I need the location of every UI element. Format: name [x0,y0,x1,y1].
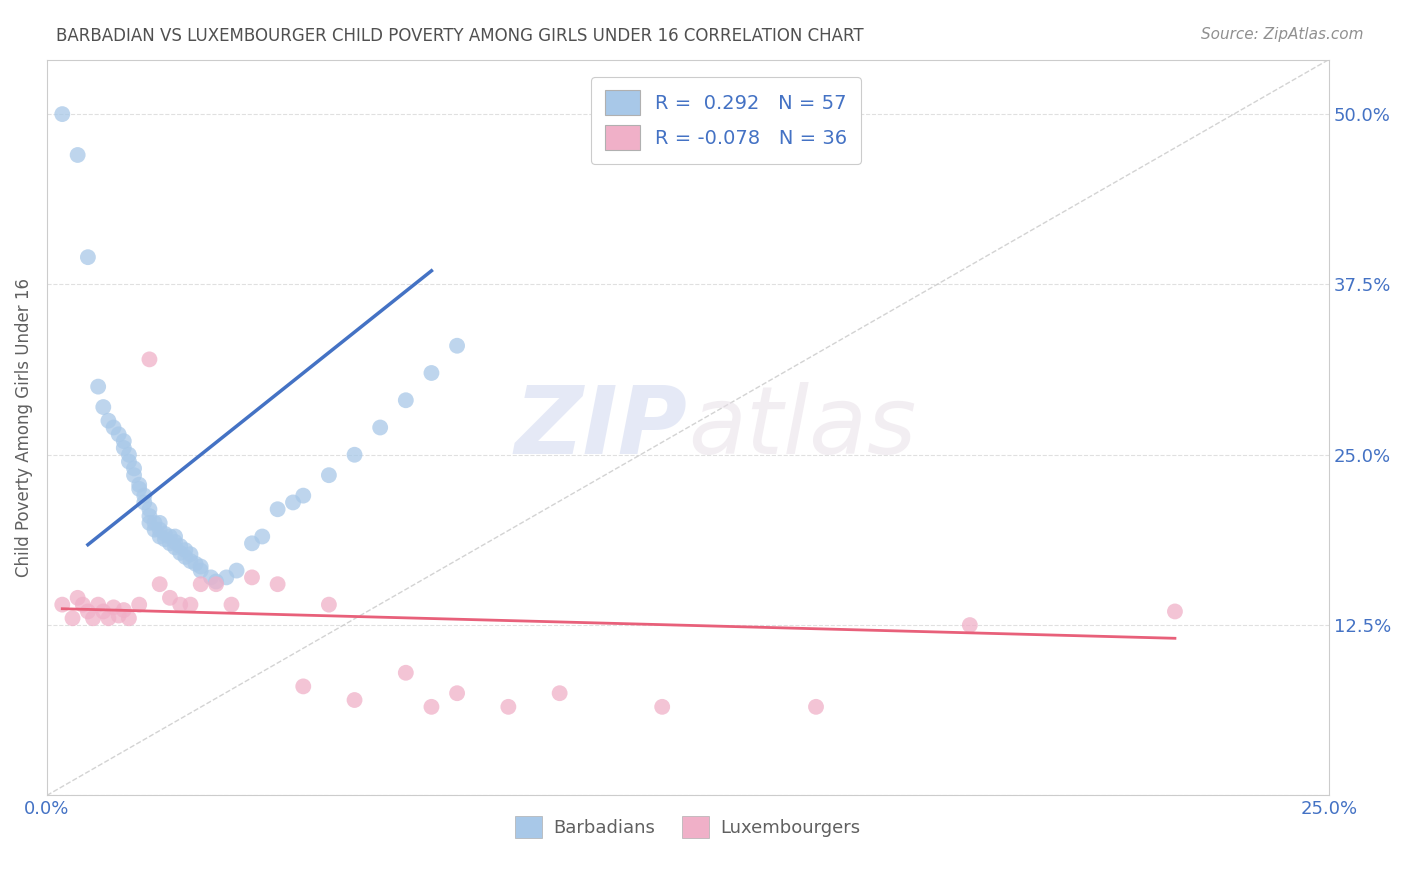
Point [343,448,366,462]
Point [318,468,340,483]
Point [959,618,981,632]
Point [420,699,443,714]
Point [498,699,520,714]
Point [138,509,160,524]
Point [87,598,110,612]
Point [165,541,187,555]
Point [77,604,100,618]
Point [82,611,104,625]
Point [221,598,243,612]
Point [118,611,141,625]
Point [215,570,238,584]
Point [153,533,176,547]
Text: atlas: atlas [688,382,917,473]
Point [159,591,181,605]
Point [107,608,129,623]
Point [97,414,120,428]
Point [420,366,443,380]
Point [128,477,150,491]
Legend: Barbadians, Luxembourgers: Barbadians, Luxembourgers [508,809,868,846]
Point [97,611,120,625]
Point [266,502,288,516]
Point [343,693,366,707]
Point [205,574,228,589]
Point [51,598,73,612]
Point [66,148,89,162]
Point [149,529,172,543]
Point [122,468,145,483]
Point [368,420,391,434]
Point [134,489,156,503]
Point [77,250,100,264]
Point [240,536,263,550]
Point [103,600,125,615]
Point [91,604,114,618]
Point [143,523,166,537]
Point [143,516,166,530]
Point [149,577,172,591]
Point [149,516,172,530]
Point [318,598,340,612]
Point [179,547,201,561]
Point [122,461,145,475]
Point [281,495,304,509]
Point [138,516,160,530]
Point [548,686,571,700]
Point [165,535,187,549]
Point [179,598,201,612]
Point [118,454,141,468]
Point [200,570,222,584]
Point [446,339,468,353]
Point [103,420,125,434]
Point [159,529,181,543]
Point [190,559,212,574]
Y-axis label: Child Poverty Among Girls Under 16: Child Poverty Among Girls Under 16 [15,278,32,577]
Point [292,489,315,503]
Point [190,564,212,578]
Point [205,577,228,591]
Point [128,482,150,496]
Text: ZIP: ZIP [515,382,688,474]
Point [292,679,315,693]
Point [159,536,181,550]
Point [179,554,201,568]
Point [169,546,191,560]
Point [174,549,197,564]
Point [225,564,247,578]
Point [62,611,84,625]
Point [87,379,110,393]
Point [112,434,135,449]
Point [66,591,89,605]
Text: Source: ZipAtlas.com: Source: ZipAtlas.com [1201,27,1364,42]
Point [804,699,827,714]
Point [134,495,156,509]
Text: BARBADIAN VS LUXEMBOURGER CHILD POVERTY AMONG GIRLS UNDER 16 CORRELATION CHART: BARBADIAN VS LUXEMBOURGER CHILD POVERTY … [56,27,863,45]
Point [651,699,673,714]
Point [128,598,150,612]
Point [107,427,129,442]
Point [446,686,468,700]
Point [266,577,288,591]
Point [149,523,172,537]
Point [112,441,135,455]
Point [138,352,160,367]
Point [240,570,263,584]
Point [153,526,176,541]
Point [169,598,191,612]
Point [112,603,135,617]
Point [395,393,418,408]
Point [72,598,94,612]
Point [138,502,160,516]
Point [91,400,114,414]
Point [190,577,212,591]
Point [51,107,73,121]
Point [174,543,197,558]
Point [184,557,207,571]
Point [395,665,418,680]
Point [165,529,187,543]
Point [1164,604,1187,618]
Point [169,539,191,553]
Point [252,529,274,543]
Point [118,448,141,462]
